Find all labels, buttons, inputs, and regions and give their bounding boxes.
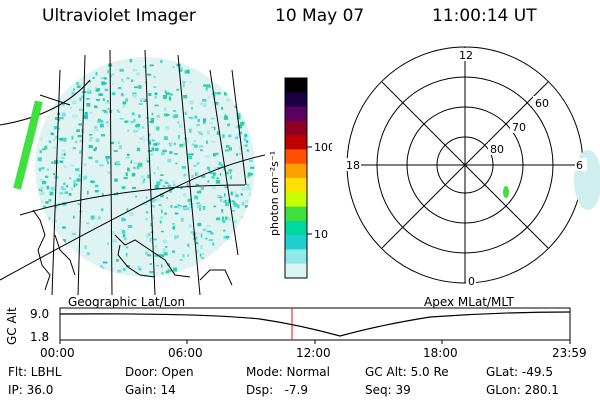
gcalt-info: GC Alt: 5.0 Re	[365, 365, 449, 379]
coastline-lines	[32, 209, 233, 291]
glat-info: GLat: -49.5	[486, 365, 553, 379]
colorbar-segment	[285, 235, 307, 250]
colorbar-segment	[285, 206, 307, 222]
seq-info: Seq: 39	[365, 383, 411, 397]
mlat-label-60: 60	[535, 97, 549, 110]
mlt-label-6: 6	[576, 159, 583, 172]
colorbar-segment	[285, 78, 307, 93]
colorbar-tick-10: 10	[314, 228, 328, 241]
dsp-info: Dsp: -7.9	[246, 383, 309, 397]
polar-mlat-mlt-plot: 12 18 6 0 60 70 80	[343, 46, 600, 288]
filter-info: Flt: LBHL	[8, 365, 62, 379]
colorbar-segment	[285, 92, 307, 108]
mlt-label-0: 0	[468, 275, 475, 288]
colorbar-unit-label: photon cm⁻²s⁻¹	[268, 151, 281, 236]
color-scale: 100 10 photon cm⁻²s⁻¹	[268, 77, 332, 279]
colorbar-segment	[285, 120, 307, 136]
geographic-panel-label: Geographic Lat/Lon	[68, 295, 186, 309]
colorbar-segment	[285, 149, 307, 165]
time-label: 11:00:14 UT	[432, 6, 537, 26]
colorbar-segment	[285, 163, 307, 179]
altitude-timeline: GC Alt 9.0 1.8 00:00 06:00 12:00 18:00 2…	[5, 307, 587, 360]
colorbar-segment	[285, 106, 307, 122]
gain-info: Gain: 14	[125, 383, 176, 397]
altitude-curve	[59, 311, 571, 337]
apex-panel-label: Apex MLat/MLT	[424, 295, 514, 309]
mode-info: Mode: Normal	[246, 365, 330, 379]
timeline-ylabel: GC Alt	[5, 307, 19, 345]
ip-info: IP: 36.0	[8, 383, 54, 397]
colorbar-segment	[285, 178, 307, 193]
timeline-xtick-1800: 18:00	[423, 346, 458, 360]
timeline-ytick-1.8: 1.8	[30, 330, 49, 344]
mlt-label-12: 12	[459, 49, 473, 62]
mlat-label-70: 70	[512, 121, 526, 134]
mlt-label-18: 18	[346, 159, 360, 172]
timeline-xtick-2359: 23:59	[552, 346, 587, 360]
instrument-title: Ultraviolet Imager	[42, 6, 196, 26]
lat-lon-grid	[0, 49, 265, 295]
timeline-xtick-1200: 12:00	[296, 346, 331, 360]
colorbar-segment	[285, 220, 307, 236]
timeline-ytick-9: 9.0	[30, 307, 49, 321]
timeline-xtick-0000: 00:00	[40, 346, 75, 360]
colorbar-segment	[285, 192, 307, 208]
colorbar-segment	[285, 263, 307, 279]
door-info: Door: Open	[125, 365, 194, 379]
mlat-label-80: 80	[490, 143, 504, 156]
colorbar-tick-100: 100	[314, 141, 332, 154]
limb-glow	[13, 100, 43, 190]
uv-emission-disk	[35, 57, 255, 277]
colorbar-segment	[285, 135, 307, 150]
colorbar-segment	[285, 249, 307, 265]
date-label: 10 May 07	[275, 6, 365, 26]
geographic-image	[0, 49, 265, 295]
glon-info: GLon: 280.1	[486, 383, 559, 397]
timeline-xtick-0600: 06:00	[168, 346, 203, 360]
